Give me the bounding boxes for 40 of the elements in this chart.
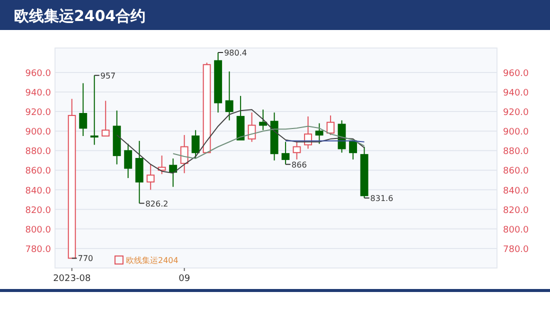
- candlestick: [236, 95, 245, 140]
- y2-tick-label: 820.0: [503, 206, 530, 216]
- y-tick-label: 920.0: [25, 108, 52, 118]
- y-tick-label: 940.0: [25, 88, 52, 98]
- candlestick: [124, 143, 132, 179]
- y-tick-label: 780.0: [25, 244, 52, 255]
- candlestick: [315, 122, 324, 144]
- y2-tick-label: 780.0: [503, 244, 530, 255]
- y-tick-label: 960.0: [25, 68, 52, 79]
- candlestick: [225, 70, 234, 121]
- candlestick: [79, 82, 88, 136]
- x-tick-label: 09: [178, 274, 190, 284]
- y2-tick-label: 920.0: [503, 108, 530, 118]
- candlestick: [292, 141, 301, 160]
- candlestick: [135, 140, 144, 204]
- candlestick: [102, 100, 110, 136]
- y2-tick-label: 840.0: [503, 186, 530, 196]
- candlestick: [282, 141, 290, 165]
- candlestick: [326, 114, 335, 136]
- y-tick-label: 800.0: [25, 225, 52, 236]
- y-tick-label: 840.0: [25, 186, 52, 196]
- y2-tick-label: 860.0: [503, 166, 530, 177]
- candlestick: [248, 112, 256, 142]
- candlestick: [180, 134, 188, 174]
- y2-tick-label: 800.0: [503, 225, 530, 236]
- legend-label: 欧线集运2404: [126, 256, 178, 265]
- y-tick-label: 860.0: [25, 166, 52, 177]
- y2-tick-label: 940.0: [503, 88, 530, 98]
- x-tick-label: 2023-08: [53, 274, 91, 284]
- y-tick-label: 900.0: [25, 128, 52, 138]
- y2-tick-label: 900.0: [503, 128, 530, 138]
- title: 欧线集运2404合约: [14, 7, 146, 25]
- candlestick: [192, 130, 200, 159]
- legend: 欧线集运2404: [114, 256, 178, 265]
- candlestick: [90, 74, 98, 146]
- y-tick-label: 880.0: [25, 147, 52, 158]
- candlestick: [146, 164, 155, 190]
- y2-tick-label: 880.0: [503, 147, 530, 158]
- y-tick-label: 820.0: [25, 206, 52, 216]
- y2-tick-label: 960.0: [503, 68, 530, 79]
